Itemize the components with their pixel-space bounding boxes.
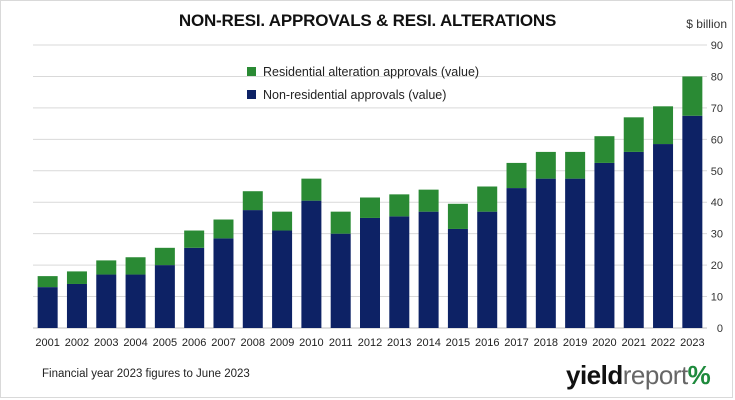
y-tick-label: 90 [711, 40, 723, 52]
x-tick-label: 2022 [651, 337, 675, 349]
legend: Residential alteration approvals (value)… [247, 60, 479, 106]
x-tick-label: 2016 [475, 337, 499, 349]
bar-nonresidential [213, 238, 234, 328]
bar-residential [389, 194, 410, 217]
bar-residential [330, 211, 351, 234]
bar-residential [125, 257, 146, 275]
bar-residential [535, 151, 556, 179]
bar-nonresidential [447, 228, 468, 328]
y-tick-label: 20 [711, 260, 723, 272]
bar-residential [447, 203, 468, 229]
x-tick-label: 2004 [123, 337, 147, 349]
x-tick-label: 2001 [35, 337, 59, 349]
x-tick-label: 2023 [680, 337, 704, 349]
bar-nonresidential [565, 178, 586, 328]
x-tick-label: 2008 [241, 337, 265, 349]
chart-title: NON-RESI. APPROVALS & RESI. ALTERATIONS [178, 11, 557, 30]
x-tick-label: 2005 [153, 337, 177, 349]
bar-residential [565, 151, 586, 179]
bar-residential [37, 276, 58, 288]
bar-nonresidential [125, 274, 146, 328]
bar-nonresidential [330, 233, 351, 328]
bar-nonresidential [301, 200, 322, 328]
bar-residential [506, 162, 527, 189]
x-tick-label: 2020 [592, 337, 616, 349]
bar-residential [154, 247, 175, 266]
logo-part-report: report [622, 360, 688, 390]
y-tick-label: 0 [717, 323, 723, 335]
bar-residential [653, 106, 674, 145]
bar-residential [301, 178, 322, 201]
bar-residential [360, 197, 380, 218]
x-tick-label: 2009 [270, 337, 294, 349]
x-tick-label: 2003 [94, 337, 118, 349]
y-tick-label: 30 [711, 229, 723, 241]
bar-residential [272, 211, 293, 231]
bar-nonresidential [535, 178, 556, 328]
bar-residential [682, 76, 703, 116]
x-tick-label: 2013 [387, 337, 411, 349]
bar-nonresidential [653, 144, 674, 328]
y-tick-label: 40 [711, 197, 723, 209]
bar-nonresidential [506, 188, 527, 328]
x-tick-label: 2018 [534, 337, 558, 349]
bar-nonresidential [242, 210, 263, 328]
x-tick-label: 2021 [621, 337, 645, 349]
y-tick-label: 10 [711, 292, 723, 304]
bar-residential [594, 136, 615, 163]
x-tick-label: 2014 [416, 337, 440, 349]
bar-nonresidential [682, 115, 703, 328]
x-tick-label: 2010 [299, 337, 323, 349]
bar-nonresidential [184, 247, 205, 328]
legend-swatch-residential [247, 67, 256, 76]
yieldreport-logo: yieldreport% [566, 360, 711, 391]
x-tick-label: 2015 [446, 337, 470, 349]
legend-swatch-nonresidential [247, 90, 256, 99]
bar-nonresidential [594, 162, 615, 328]
y-tick-label: 50 [711, 166, 723, 178]
bar-residential [66, 271, 87, 284]
legend-label-residential: Residential alteration approvals (value) [263, 64, 480, 79]
logo-part-percent: % [687, 360, 711, 390]
x-tick-label: 2006 [182, 337, 206, 349]
x-tick-label: 2011 [329, 337, 353, 349]
bar-residential [623, 117, 644, 152]
bar-residential [96, 260, 117, 275]
bar-nonresidential [418, 211, 439, 328]
x-tick-label: 2019 [563, 337, 587, 349]
y-axis-unit: $ billion [686, 17, 727, 31]
footnote: Financial year 2023 figures to June 2023 [42, 368, 250, 380]
logo-part-yield: yield [566, 360, 623, 390]
x-tick-label: 2012 [358, 337, 382, 349]
bar-residential [213, 219, 234, 239]
bar-nonresidential [272, 230, 293, 328]
x-tick-label: 2017 [504, 337, 528, 349]
bar-nonresidential [154, 265, 175, 328]
x-tick-label: 2002 [65, 337, 89, 349]
legend-item-residential: Residential alteration approvals (value) [247, 60, 479, 83]
bar-nonresidential [623, 151, 644, 328]
bar-nonresidential [360, 217, 380, 328]
bar-nonresidential [96, 274, 117, 328]
legend-item-nonresidential: Non-residential approvals (value) [247, 83, 479, 106]
bar-nonresidential [66, 283, 87, 328]
bar-nonresidential [477, 211, 498, 328]
y-tick-label: 80 [711, 71, 723, 83]
bar-residential [477, 186, 498, 212]
bar-nonresidential [389, 216, 410, 328]
y-tick-label: 60 [711, 134, 723, 146]
x-tick-label: 2007 [211, 337, 235, 349]
y-tick-label: 70 [711, 103, 723, 115]
bar-residential [242, 191, 263, 211]
legend-label-nonresidential: Non-residential approvals (value) [263, 87, 447, 102]
bar-residential [418, 189, 439, 212]
bar-nonresidential [37, 287, 58, 328]
bar-residential [184, 230, 205, 248]
